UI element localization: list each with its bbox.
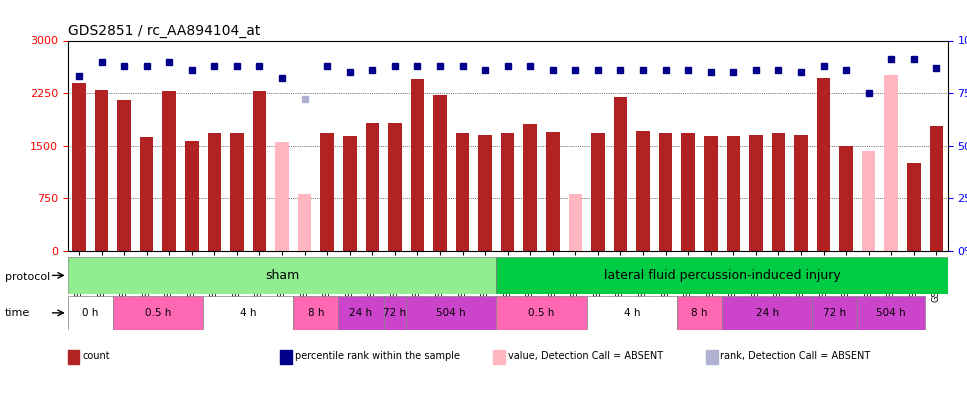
Bar [208,133,221,251]
Bar [455,133,469,251]
Bar [95,90,108,251]
Bar [252,91,266,251]
Text: rank, Detection Call = ABSENT: rank, Detection Call = ABSENT [720,352,870,361]
Bar [113,296,203,330]
Bar [722,296,812,330]
Bar [546,132,560,251]
Bar [839,146,853,251]
Bar [858,296,925,330]
Bar [772,133,785,251]
Text: value, Detection Call = ABSENT: value, Detection Call = ABSENT [508,352,662,361]
Bar [885,75,898,251]
Bar [343,136,357,251]
Bar [140,137,154,251]
Bar [794,134,807,251]
Bar [293,296,338,330]
Bar [162,91,176,251]
FancyBboxPatch shape [496,257,948,294]
Bar [726,136,740,251]
Bar [704,136,718,251]
Bar [614,97,628,251]
Bar [388,124,401,251]
Text: count: count [82,352,110,361]
Bar [68,296,113,330]
Bar [203,296,293,330]
Bar [659,133,672,251]
Bar [929,126,943,251]
Bar [591,133,604,251]
Bar [496,296,587,330]
Bar [682,133,695,251]
Text: 24 h: 24 h [755,308,778,318]
Bar [406,296,496,330]
Bar [523,124,537,251]
Text: 24 h: 24 h [349,308,372,318]
Bar [479,134,492,251]
Bar [812,296,858,330]
Text: 504 h: 504 h [876,308,906,318]
Text: 8 h: 8 h [308,308,324,318]
Bar [749,134,763,251]
Bar [636,131,650,251]
Text: 72 h: 72 h [383,308,406,318]
Bar [587,296,677,330]
Text: GDS2851 / rc_AA894104_at: GDS2851 / rc_AA894104_at [68,24,260,38]
Bar [569,194,582,251]
Text: 8 h: 8 h [691,308,708,318]
Bar [433,94,447,251]
Bar [677,296,722,330]
Bar [185,141,198,251]
Bar [298,194,311,251]
Text: percentile rank within the sample: percentile rank within the sample [295,352,460,361]
Text: time: time [5,308,30,318]
Text: 504 h: 504 h [436,308,466,318]
Text: 4 h: 4 h [240,308,256,318]
Bar [320,133,334,251]
Bar [501,133,514,251]
Text: 4 h: 4 h [624,308,640,318]
Bar [230,133,244,251]
Text: 0 h: 0 h [82,308,99,318]
Bar [366,124,379,251]
Text: lateral fluid percussion-induced injury: lateral fluid percussion-induced injury [603,269,840,282]
Bar [384,296,406,330]
Bar [817,79,831,251]
Text: 72 h: 72 h [823,308,846,318]
Bar [338,296,384,330]
Bar [862,151,875,251]
Bar [73,83,86,251]
Bar [907,163,921,251]
Text: 0.5 h: 0.5 h [145,308,171,318]
Text: sham: sham [265,269,299,282]
Text: protocol: protocol [5,273,50,282]
Bar [411,79,425,251]
Bar [276,142,289,251]
Bar [117,100,131,251]
Text: 0.5 h: 0.5 h [528,308,555,318]
FancyBboxPatch shape [68,257,496,294]
